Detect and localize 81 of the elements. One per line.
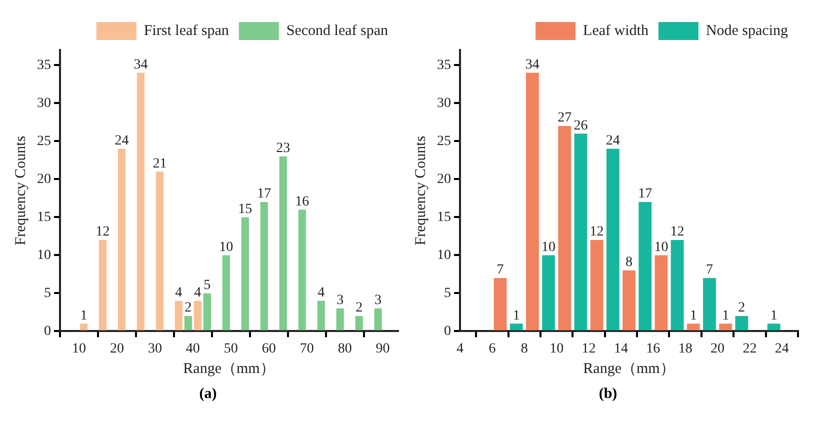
y-tick-label: 30 (37, 96, 51, 111)
data-label: 24 (606, 133, 620, 148)
x-tick-label: 12 (582, 341, 596, 356)
data-label: 21 (152, 156, 167, 172)
legend-label: Node spacing (706, 22, 788, 39)
data-label: 12 (590, 224, 604, 240)
x-tick-label: 20 (110, 341, 124, 356)
y-tick-label: 0 (444, 324, 451, 339)
x-tick-label: 90 (376, 341, 390, 356)
y-tick-label: 20 (37, 172, 51, 187)
data-label: 34 (134, 57, 148, 72)
x-tick-label: 18 (678, 341, 692, 356)
data-label: 2 (356, 300, 363, 316)
data-label: 1 (722, 308, 730, 324)
data-label: 10 (219, 240, 234, 255)
x-tick-label: 80 (338, 341, 352, 356)
y-tick-label: 15 (437, 210, 451, 225)
data-label: 34 (525, 57, 540, 72)
data-label: 17 (638, 186, 652, 202)
data-label: 7 (496, 262, 504, 278)
legend-label: Second leaf span (286, 22, 388, 39)
data-label: 1 (512, 308, 520, 324)
data-label: 8 (626, 255, 632, 270)
data-label: 4 (318, 285, 325, 300)
x-tick-label: 10 (550, 341, 564, 356)
x-tick-label: 30 (148, 341, 162, 356)
y-tick-label: 0 (44, 324, 51, 339)
y-tick-label: 10 (37, 248, 51, 263)
x-axis-title: Range（mm） (583, 360, 675, 377)
x-tick-label: 22 (742, 341, 757, 356)
data-label: 16 (295, 194, 310, 210)
data-label: 4 (194, 285, 202, 300)
data-label: 5 (204, 278, 211, 293)
x-tick-label: 16 (646, 341, 660, 356)
y-axis-title: Frequency Counts (12, 136, 29, 246)
x-tick-label: 70 (300, 341, 314, 356)
x-tick-label: 40 (186, 341, 200, 356)
text: (a) (199, 386, 217, 403)
x-tick-label: 60 (262, 341, 276, 356)
data-label: 27 (558, 110, 572, 126)
x-tick-label: 50 (224, 341, 238, 356)
y-tick-label: 35 (37, 58, 51, 73)
x-tick-label: 4 (456, 341, 464, 356)
data-label: 3 (374, 293, 382, 308)
data-label: 3 (336, 293, 344, 308)
y-tick-label: 25 (437, 134, 451, 149)
data-label: 1 (80, 308, 88, 324)
x-axis-title: Range（mm） (183, 360, 275, 377)
legend-label: Leaf width (583, 22, 649, 39)
data-label: 24 (114, 133, 129, 148)
y-tick-label: 35 (437, 58, 451, 73)
data-label: 1 (770, 308, 778, 324)
x-tick-label: 6 (488, 341, 496, 356)
data-label: 17 (257, 186, 272, 202)
data-label: 26 (574, 118, 588, 134)
y-tick-label: 20 (437, 172, 451, 187)
y-tick-label: 10 (437, 248, 451, 263)
data-label: 2 (184, 300, 192, 316)
data-label: 4 (175, 285, 182, 300)
y-tick-label: 5 (44, 286, 51, 301)
legend-label: First leaf span (144, 22, 230, 39)
y-tick-label: 25 (37, 134, 51, 149)
data-label: 1 (690, 308, 697, 324)
data-label: 2 (738, 300, 746, 316)
y-tick-label: 15 (37, 210, 51, 225)
x-tick-label: 24 (774, 341, 789, 356)
y-tick-label: 30 (437, 96, 451, 111)
data-label: 12 (96, 224, 110, 240)
data-label: 15 (238, 202, 252, 217)
data-label: 10 (654, 240, 668, 255)
y-axis-title: Frequency Counts (412, 136, 429, 246)
data-label: 12 (670, 224, 684, 240)
x-tick-label: 20 (710, 341, 725, 356)
x-tick-label: 10 (72, 341, 86, 356)
text: (b) (598, 386, 618, 403)
data-label: 10 (542, 240, 556, 255)
data-label: 7 (706, 262, 713, 278)
x-tick-label: 14 (614, 341, 628, 356)
x-tick-label: 8 (520, 341, 528, 356)
data-label: 23 (276, 141, 290, 156)
y-tick-label: 5 (444, 286, 451, 301)
